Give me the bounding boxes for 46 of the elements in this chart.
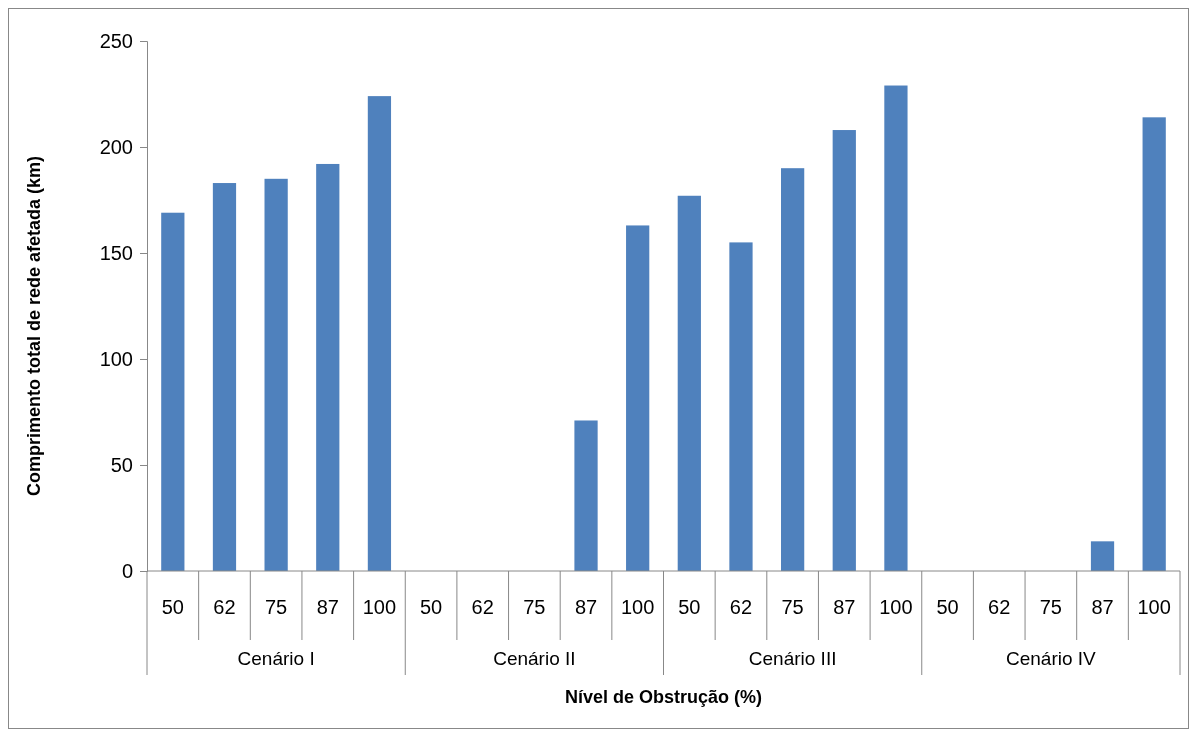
bar — [884, 85, 908, 571]
x-tick-label: 100 — [879, 596, 913, 618]
text: Cenário II — [493, 648, 576, 669]
x-tick-label: 62 — [729, 596, 753, 618]
x-tick-label: 75 — [1039, 596, 1062, 618]
bar — [832, 130, 856, 571]
bar — [316, 163, 340, 571]
x-tick-label: 87 — [316, 596, 339, 618]
bar — [574, 420, 598, 571]
text: Cenário I — [237, 648, 315, 669]
x-tick-label: 100 — [362, 596, 397, 618]
x-tick-label: 87 — [1091, 596, 1114, 618]
x-tick-label: 62 — [213, 596, 236, 618]
x-tick-label: 50 — [161, 596, 184, 618]
y-tick-label: 200 — [99, 135, 133, 158]
bar — [264, 178, 288, 571]
x-axis-title: Nível de Obstrução (%) — [564, 687, 763, 707]
bar — [781, 168, 805, 571]
text: Cenário III — [748, 648, 837, 669]
x-tick-label: 50 — [678, 596, 701, 618]
bar — [367, 96, 392, 571]
bar — [212, 183, 237, 571]
x-tick-label: 75 — [265, 596, 288, 618]
bar — [1090, 541, 1115, 571]
x-tick-label: 75 — [523, 596, 546, 618]
x-tick-label: 62 — [988, 596, 1011, 618]
y-tick-label: 150 — [99, 241, 133, 264]
bar — [729, 242, 753, 571]
x-tick-label: 87 — [833, 596, 856, 618]
bar — [161, 212, 185, 571]
x-tick-label: 75 — [781, 596, 804, 618]
bar — [626, 225, 650, 571]
bar — [677, 195, 701, 571]
x-tick-label: 62 — [471, 596, 494, 618]
x-tick-label: 50 — [419, 596, 443, 618]
y-tick-label: 0 — [121, 559, 133, 582]
x-tick-label: 100 — [620, 596, 655, 618]
y-tick-label: 250 — [99, 29, 133, 52]
y-tick-label: 100 — [99, 347, 133, 370]
text: Cenário IV — [1005, 648, 1097, 669]
x-tick-label: 87 — [574, 596, 598, 618]
x-tick-label: 50 — [936, 596, 959, 618]
y-tick-label: 50 — [110, 453, 133, 476]
bar — [1142, 117, 1166, 571]
y-axis-title: Comprimento total de rede afetada (km) — [24, 155, 44, 497]
x-tick-label: 100 — [1137, 596, 1171, 618]
